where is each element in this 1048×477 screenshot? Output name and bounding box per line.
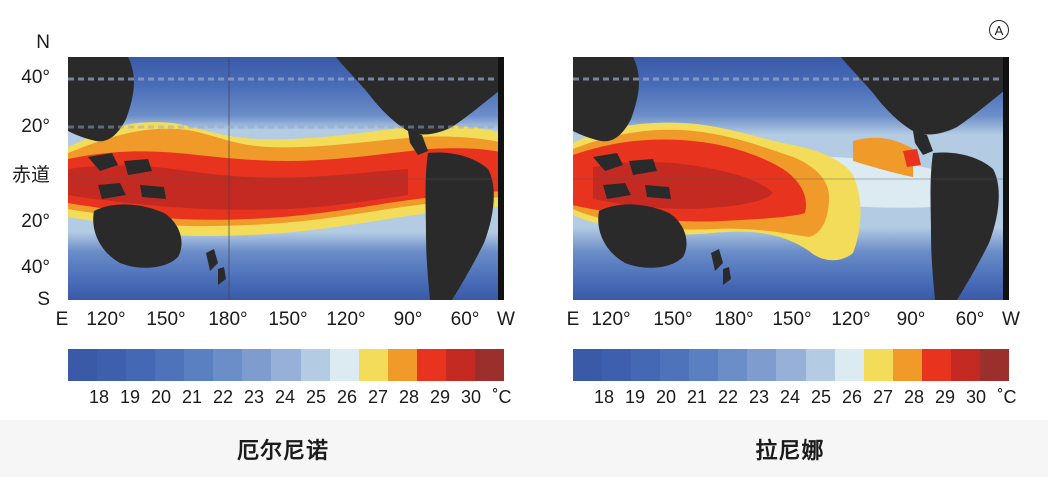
scale-swatch (97, 349, 127, 381)
scale-tick: 26 (336, 387, 358, 407)
scale-tick: 19 (119, 387, 141, 407)
la-nina-sst-map (573, 57, 1009, 300)
lon-label: 90° (896, 309, 926, 330)
la-nina-color-scale (573, 349, 1009, 381)
scale-tick: 24 (274, 387, 296, 407)
scale-tick: 26 (841, 387, 863, 407)
la-nina-scale-ticks: 18 19 20 21 22 23 24 25 26 27 28 29 30 ˚… (573, 387, 1017, 407)
scale-swatch (602, 349, 632, 381)
scale-tick: 23 (243, 387, 265, 407)
scale-tick: 21 (686, 387, 708, 407)
scale-tick: 27 (367, 387, 389, 407)
scale-swatch (387, 349, 417, 381)
scale-swatch (474, 349, 504, 381)
el-nino-caption: 厄尔尼诺 (236, 438, 330, 463)
lon-label: W (1002, 309, 1020, 330)
lon-label: 150° (772, 309, 812, 330)
scale-swatch (300, 349, 330, 381)
scale-swatch (660, 349, 690, 381)
scale-swatch (416, 349, 446, 381)
scale-swatch (921, 349, 951, 381)
la-nina-caption: 拉尼娜 (755, 438, 825, 463)
scale-tick: 25 (810, 387, 832, 407)
panel-badge: A (989, 20, 1009, 40)
scale-tick: 25 (305, 387, 327, 407)
lon-label: 60° (955, 309, 985, 330)
el-nino-scale-ticks: 18 19 20 21 22 23 24 25 26 27 28 29 30 ˚… (68, 387, 512, 407)
lon-label: 150° (146, 309, 186, 330)
el-nino-color-scale (68, 349, 504, 381)
scale-tick: 20 (655, 387, 677, 407)
scale-unit: ˚C (997, 387, 1017, 407)
el-nino-sst-map (68, 57, 504, 300)
lat-label-equator: 赤道 (11, 165, 50, 186)
scale-swatch (950, 349, 980, 381)
scale-tick: 19 (624, 387, 646, 407)
scale-swatch (863, 349, 893, 381)
lon-label: W (497, 309, 515, 330)
scale-tick: 22 (212, 387, 234, 407)
lon-label: E (566, 309, 580, 330)
scale-swatch (358, 349, 388, 381)
scale-swatch (631, 349, 661, 381)
lon-label: E (55, 309, 69, 330)
scale-swatch (184, 349, 214, 381)
lon-label: 180° (208, 309, 248, 330)
scale-swatch (892, 349, 922, 381)
scale-swatch (445, 349, 475, 381)
scale-swatch (718, 349, 748, 381)
scale-swatch (329, 349, 359, 381)
bottom-band (0, 420, 1048, 477)
lon-label: 90° (393, 309, 423, 330)
scale-swatch (805, 349, 835, 381)
lon-label: 150° (268, 309, 308, 330)
lat-label-20s: 20° (21, 211, 50, 232)
lon-label: 120° (326, 309, 366, 330)
scale-tick: 18 (593, 387, 615, 407)
lon-label: 150° (653, 309, 693, 330)
lat-label-20n: 20° (21, 116, 50, 137)
scale-tick: 29 (429, 387, 451, 407)
scale-swatch (573, 349, 603, 381)
scale-swatch (242, 349, 272, 381)
scale-swatch (271, 349, 301, 381)
scale-tick: 22 (717, 387, 739, 407)
scale-tick: 21 (181, 387, 203, 407)
lat-label-40s: 40° (21, 257, 50, 278)
lon-label: 120° (86, 309, 126, 330)
lat-label-40n: 40° (21, 67, 50, 88)
scale-swatch (689, 349, 719, 381)
scale-tick: 30 (460, 387, 482, 407)
scale-tick: 28 (398, 387, 420, 407)
scale-swatch (834, 349, 864, 381)
scale-tick: 30 (965, 387, 987, 407)
scale-swatch (126, 349, 156, 381)
lat-label-north: N (36, 32, 50, 53)
lon-label: 60° (450, 309, 480, 330)
scale-tick: 24 (779, 387, 801, 407)
scale-tick: 20 (150, 387, 172, 407)
scale-swatch (747, 349, 777, 381)
scale-swatch (68, 349, 98, 381)
scale-tick: 27 (872, 387, 894, 407)
scale-tick: 28 (903, 387, 925, 407)
scale-swatch (213, 349, 243, 381)
lon-label: 120° (591, 309, 631, 330)
scale-unit: ˚C (492, 387, 512, 407)
scale-tick: 29 (934, 387, 956, 407)
lat-label-south: S (37, 289, 50, 310)
scale-swatch (776, 349, 806, 381)
scale-swatch (979, 349, 1009, 381)
scale-tick: 18 (88, 387, 110, 407)
lon-label: 180° (714, 309, 754, 330)
lon-label: 120° (831, 309, 871, 330)
scale-tick: 23 (748, 387, 770, 407)
scale-swatch (155, 349, 185, 381)
